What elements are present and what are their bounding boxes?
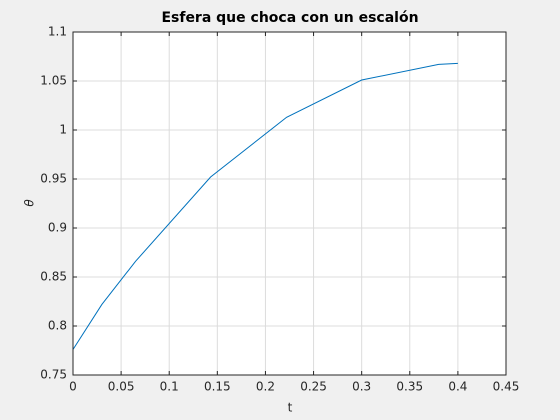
plot-area <box>73 32 506 375</box>
x-tick-label: 0.3 <box>352 380 371 394</box>
y-tick-label: 0.85 <box>40 270 67 284</box>
y-tick-label: 1 <box>59 123 67 137</box>
x-tick-label: 0.2 <box>256 380 275 394</box>
x-tick-label: 0.4 <box>448 380 467 394</box>
x-tick-label: 0.35 <box>396 380 423 394</box>
x-axis-label: t <box>288 401 293 415</box>
x-tick-label: 0 <box>69 380 77 394</box>
y-tick-label: 0.75 <box>40 368 67 382</box>
data-line <box>72 62 458 350</box>
x-tick-label: 0.25 <box>300 380 327 394</box>
x-tick-label: 0.05 <box>108 380 135 394</box>
chart-title: Esfera que choca con un escalón <box>161 10 418 26</box>
y-tick-label: 1.1 <box>48 25 67 39</box>
y-axis-label: θ <box>23 199 37 207</box>
x-tick-label: 0.1 <box>160 380 179 394</box>
y-tick-label: 0.8 <box>48 319 67 333</box>
x-tick-label: 0.45 <box>493 380 520 394</box>
y-tick-label: 1.05 <box>40 74 67 88</box>
x-tick-label: 0.15 <box>204 380 231 394</box>
axes-box <box>72 31 507 376</box>
y-tick-label: 0.9 <box>48 221 67 235</box>
y-tick-label: 0.95 <box>40 172 67 186</box>
